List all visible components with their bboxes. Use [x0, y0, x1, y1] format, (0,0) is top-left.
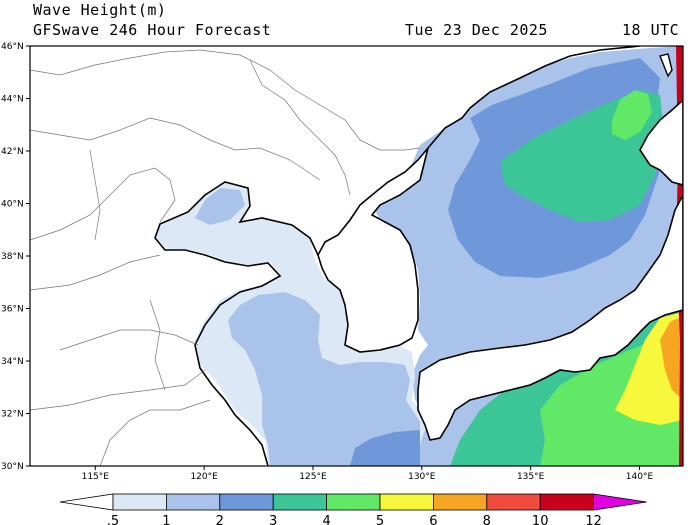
lat-tick-label: 32°N — [1, 410, 24, 420]
coastline-russia — [427, 46, 641, 149]
colorbar-segment — [219, 493, 274, 511]
colorbar-segment — [112, 493, 167, 511]
lat-tick-label: 36°N — [1, 305, 24, 315]
colorbar-label: 12 — [585, 514, 602, 525]
latitude-axis: 30°N 32°N 34°N 36°N 38°N 40°N 42°N 44°N 46°N — [1, 42, 30, 472]
lon-tick-label: 125°E — [299, 472, 327, 482]
lat-tick-label: 46°N — [1, 42, 24, 52]
wave-zone-4-5m-sea-of-japan — [612, 90, 652, 140]
forecast-date: Tue 23 Dec 2025 — [405, 21, 548, 39]
colorbar-label: 3 — [269, 514, 277, 525]
lat-tick-label: 44°N — [1, 95, 24, 105]
land-japan-honshu — [417, 194, 683, 441]
colorbar-label: 4 — [322, 514, 330, 525]
wave-height-colorbar: .5 1 2 3 4 5 6 8 10 12 — [59, 493, 647, 525]
colorbar-segment — [326, 493, 381, 511]
lat-tick-label: 34°N — [1, 357, 24, 367]
lon-tick-label: 140°E — [626, 472, 654, 482]
colorbar-label: 10 — [532, 514, 549, 525]
wave-zone-2-3m-east-china-sea — [350, 430, 420, 466]
colorbar-label: .5 — [107, 514, 119, 525]
lon-tick-label: 130°E — [408, 472, 436, 482]
wave-zone-2-3m-bohai — [195, 188, 245, 225]
land-korean-peninsula — [317, 147, 429, 353]
colorbar-label: 2 — [216, 514, 224, 525]
colorbar-segment — [539, 493, 595, 511]
lat-tick-label: 38°N — [1, 252, 24, 262]
colorbar-label: 1 — [162, 514, 170, 525]
colorbar-segment — [165, 493, 221, 511]
lat-tick-label: 40°N — [1, 200, 24, 210]
wave-zone-6-8m-pacific — [660, 316, 683, 400]
lon-tick-label: 120°E — [190, 472, 218, 482]
land-japan-hokkaido — [639, 98, 683, 186]
province-borders — [30, 49, 421, 466]
colorbar-min-arrow — [59, 493, 114, 511]
land-sakhalin — [659, 53, 673, 78]
forecast-subtitle: GFSwave 246 Hour Forecast — [33, 21, 272, 39]
lat-tick-label: 42°N — [1, 147, 24, 157]
colorbar-label: 8 — [483, 514, 491, 525]
colorbar-segment — [272, 493, 328, 511]
lon-tick-label: 135°E — [517, 472, 545, 482]
wave-zone-1-2m-yellow-sea — [228, 292, 420, 466]
lat-tick-label: 30°N — [1, 462, 24, 472]
lon-tick-label: 115°E — [82, 472, 110, 482]
colorbar-segment — [486, 493, 541, 511]
colorbar-label: 5 — [376, 514, 384, 525]
colorbar-segment — [432, 493, 488, 511]
map-title: Wave Height(m) — [33, 1, 167, 19]
colorbar-max-arrow — [593, 493, 647, 511]
colorbar-label: 6 — [429, 514, 437, 525]
colorbar-segment — [379, 493, 434, 511]
coastline-mainland — [154, 181, 319, 466]
longitude-axis: 115°E 120°E 125°E 130°E 135°E 140°E — [82, 466, 654, 482]
forecast-time: 18 UTC — [622, 21, 680, 39]
